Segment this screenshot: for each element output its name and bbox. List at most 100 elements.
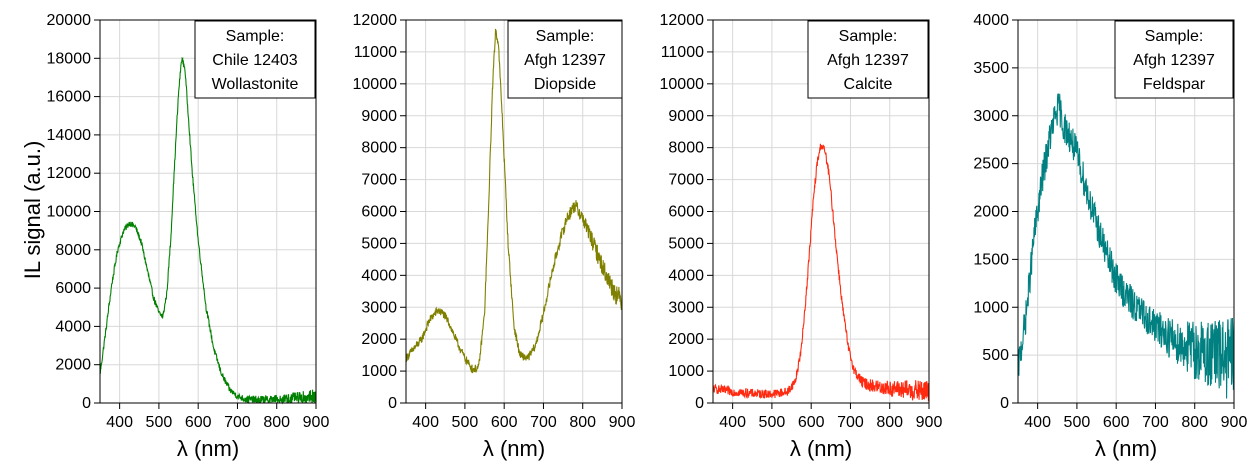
y-tick-label: 3000 — [973, 108, 1009, 125]
y-tick-label: 6000 — [668, 204, 704, 221]
x-tick-label: 700 — [530, 414, 557, 431]
legend-text-line: Sample: — [1145, 28, 1204, 45]
y-tick-label: 5000 — [361, 235, 397, 252]
y-tick-label: 0 — [695, 395, 704, 412]
x-axis-title: λ (nm) — [483, 436, 545, 461]
y-tick-label: 7000 — [668, 172, 704, 189]
y-tick-label: 18000 — [47, 50, 92, 67]
legend-box — [807, 20, 929, 99]
chart-panel-4: 400 500 600 700 800 900 0 500 1000 1500 2000 2500 30… — [973, 12, 1247, 461]
x-tick-label: 400 — [1024, 414, 1051, 431]
data-series-line — [99, 56, 317, 405]
legend-text-line: Feldspar — [1143, 76, 1206, 93]
x-tick-label: 400 — [719, 414, 746, 431]
x-axis-title: λ (nm) — [790, 436, 852, 461]
legend-text-line: Afgh 12397 — [827, 52, 909, 69]
x-tick-label: 500 — [452, 414, 479, 431]
x-tick-label: 400 — [106, 414, 133, 431]
y-tick-label: 11000 — [661, 44, 704, 61]
x-tick-label: 500 — [146, 414, 173, 431]
y-tick-label: 2000 — [668, 331, 704, 348]
y-tick-label: 2000 — [973, 204, 1009, 221]
legend-text-line: Wollastonite — [212, 76, 299, 93]
y-tick-label: 3000 — [668, 299, 704, 316]
y-tick-label: 4000 — [361, 267, 397, 284]
x-tick-label: 400 — [412, 414, 439, 431]
x-tick-label: 900 — [916, 414, 943, 431]
chart-panels: 400 500 600 700 800 9000200040006000800010000… — [47, 12, 1248, 461]
y-tick-label: 12000 — [660, 12, 705, 29]
chart-panel-3: 400 500 600 700 800 9000100020003000400050006… — [660, 12, 943, 461]
x-tick-label: 600 — [1103, 414, 1130, 431]
y-tick-label: 2500 — [973, 156, 1009, 173]
y-tick-label: 20000 — [47, 12, 92, 29]
data-series-line — [405, 28, 623, 374]
legend-text-line: Chile 12403 — [212, 52, 298, 69]
legend-box — [507, 20, 623, 99]
y-tick-label: 3500 — [973, 60, 1009, 77]
y-tick-label: 10000 — [660, 76, 705, 93]
y-tick-label: 4000 — [973, 12, 1009, 29]
legend-box — [1114, 20, 1234, 99]
x-tick-label: 600 — [491, 414, 518, 431]
y-tick-label: 0 — [82, 395, 91, 412]
x-tick-label: 900 — [1221, 414, 1248, 431]
y-tick-label: 10000 — [47, 204, 92, 221]
x-axis-title: λ (nm) — [1095, 436, 1157, 461]
y-tick-label: 1000 — [361, 363, 397, 380]
x-tick-label: 600 — [185, 414, 212, 431]
y-tick-label: 3000 — [361, 299, 397, 316]
y-tick-label: 11000 — [354, 44, 397, 61]
legend-text-line: Calcite — [844, 76, 893, 93]
y-tick-label: 10000 — [353, 76, 398, 93]
x-tick-label: 700 — [837, 414, 864, 431]
legend-text-line: Diopside — [534, 76, 596, 93]
y-tick-label: 8000 — [668, 140, 704, 157]
chart-panel-1: 400 500 600 700 800 900 0 2000 4000 6000 8000 10000… — [47, 12, 330, 461]
y-tick-label: 1000 — [973, 299, 1009, 316]
y-tick-label: 6000 — [361, 204, 397, 221]
legend-text-line: Sample: — [226, 28, 285, 45]
x-tick-label: 600 — [798, 414, 825, 431]
y-tick-label: 500 — [982, 347, 1009, 364]
y-tick-label: 8000 — [361, 140, 397, 157]
chart-panel-2: 400 500 600 700 800 9000100020003000400050006… — [353, 12, 636, 461]
y-tick-label: 14000 — [47, 127, 92, 144]
y-tick-label: 7000 — [361, 172, 397, 189]
legend-text-line: Sample: — [839, 28, 898, 45]
y-tick-label: 8000 — [55, 242, 91, 259]
x-tick-label: 800 — [1181, 414, 1208, 431]
y-tick-label: 9000 — [668, 108, 704, 125]
x-tick-label: 700 — [1142, 414, 1169, 431]
x-tick-label: 900 — [609, 414, 636, 431]
y-tick-label: 5000 — [668, 235, 704, 252]
y-tick-label: 12000 — [47, 165, 92, 182]
legend-text-line: Afgh 12397 — [1133, 52, 1215, 69]
y-axis-title: IL signal (a.u.) — [20, 141, 45, 280]
data-series-line — [1017, 93, 1235, 399]
y-tick-label: 0 — [1000, 395, 1009, 412]
x-tick-label: 500 — [1064, 414, 1091, 431]
x-tick-label: 700 — [224, 414, 251, 431]
x-tick-label: 800 — [263, 414, 290, 431]
x-tick-label: 900 — [303, 414, 330, 431]
x-tick-label: 800 — [876, 414, 903, 431]
y-tick-label: 2000 — [361, 331, 397, 348]
y-tick-label: 2000 — [55, 357, 91, 374]
x-axis-title: λ (nm) — [177, 436, 239, 461]
legend-text-line: Afgh 12397 — [524, 52, 606, 69]
y-tick-label: 6000 — [55, 280, 91, 297]
y-tick-label: 0 — [388, 395, 397, 412]
x-tick-label: 800 — [569, 414, 596, 431]
y-tick-label: 4000 — [55, 318, 91, 335]
data-series-line — [712, 143, 930, 402]
legend-box — [194, 20, 316, 99]
y-tick-label: 1000 — [668, 363, 704, 380]
legend-text-line: Sample: — [536, 28, 595, 45]
y-tick-label: 12000 — [353, 12, 398, 29]
y-tick-label: 16000 — [47, 89, 92, 106]
y-tick-label: 4000 — [668, 267, 704, 284]
x-tick-label: 500 — [759, 414, 786, 431]
y-tick-label: 9000 — [361, 108, 397, 125]
